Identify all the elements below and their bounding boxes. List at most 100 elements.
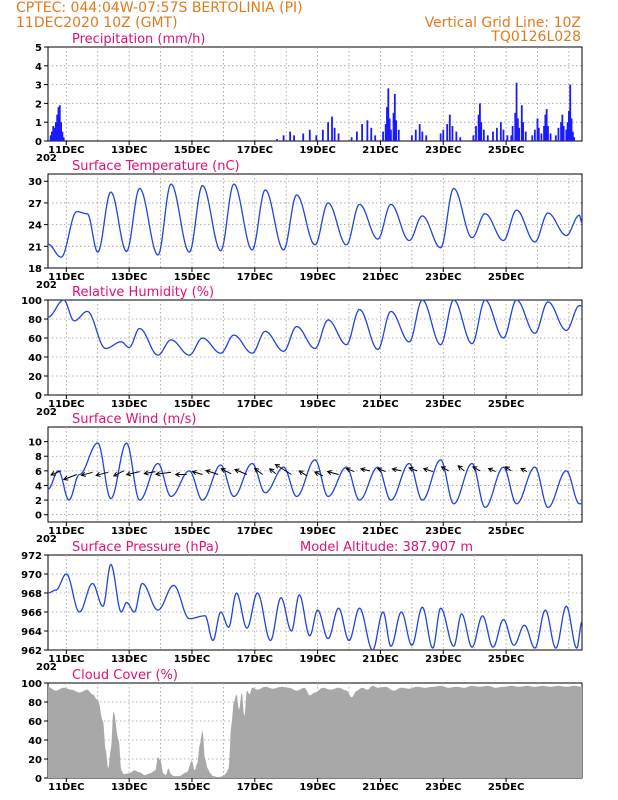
wind-arrow xyxy=(505,466,512,472)
cloud-xtick-label: 13DEC xyxy=(111,782,147,793)
wind-arrow-head xyxy=(440,466,447,471)
temp-xtick-label: 11DEC xyxy=(48,272,84,283)
precip-bar xyxy=(455,131,458,141)
wind-frame xyxy=(47,426,583,523)
precip-bar xyxy=(58,105,61,141)
pressure-xtick-label: 13DEC xyxy=(111,654,147,665)
precip-bar xyxy=(472,135,475,141)
pressure-ytick-label: 970 xyxy=(21,570,42,581)
wind-arrow-head xyxy=(233,468,240,474)
precip-bar xyxy=(502,129,505,141)
precip-bar xyxy=(459,137,462,141)
precip-bar xyxy=(499,122,502,141)
rh-xtick-label: 17DEC xyxy=(237,399,273,410)
temp-xtick-label: 13DEC xyxy=(111,272,147,283)
cloud-xtick-label: 17DEC xyxy=(237,782,273,793)
pressure-ytick-label: 972 xyxy=(21,551,42,562)
cloud-xtick-label: 25DEC xyxy=(488,782,524,793)
precip-bar xyxy=(386,107,388,141)
precip-bar xyxy=(524,131,527,141)
wind-arrow xyxy=(457,465,465,472)
header-grid-note: Vertical Grid Line: 10Z xyxy=(424,15,581,31)
precip-bar xyxy=(321,129,324,141)
wind-arrow-head xyxy=(50,471,56,476)
wind-title: Surface Wind (m/s) xyxy=(72,412,196,427)
pressure-ytick-label: 968 xyxy=(21,589,42,600)
header-datetime: 11DEC2020 10Z (GMT) xyxy=(16,15,178,31)
precip-bar xyxy=(52,125,55,141)
precip-bar xyxy=(331,116,333,141)
cloud-xtick-label: 21DEC xyxy=(362,782,398,793)
precip-xtick-label: 25DEC xyxy=(488,145,524,156)
wind-arrow-head xyxy=(408,466,414,472)
precip-bar xyxy=(60,122,62,141)
precip-bar xyxy=(522,122,525,141)
pressure-xtick-label: 17DEC xyxy=(237,654,273,665)
precip-bar xyxy=(520,105,523,141)
precip-bar xyxy=(289,131,292,141)
precip-bar xyxy=(439,133,442,141)
cloud-xtick-label: 11DEC xyxy=(48,782,84,793)
wind-ytick-label: 6 xyxy=(35,467,42,478)
wind-arrow xyxy=(192,471,203,475)
precip-bar xyxy=(395,120,398,141)
precip-ytick-label: 2 xyxy=(35,99,42,110)
wind-arrow xyxy=(392,468,402,472)
temp-ytick-label: 21 xyxy=(28,242,42,253)
wind-arrow-head xyxy=(205,469,211,475)
wind-arrow xyxy=(327,471,339,475)
rh-frame xyxy=(47,299,583,396)
precip-bar xyxy=(53,127,56,141)
wind-arrow xyxy=(520,468,528,473)
wind-xtick-label: 21DEC xyxy=(362,526,398,537)
cloud-area xyxy=(48,685,582,778)
precip-bar xyxy=(54,122,57,141)
temp-line xyxy=(47,183,583,258)
rh-year-suffix: 202 xyxy=(36,407,57,418)
precip-bar xyxy=(293,135,295,141)
wind-arrow xyxy=(441,466,449,472)
precip-xtick-label: 13DEC xyxy=(111,145,147,156)
wind-arrow-head xyxy=(112,471,119,477)
rh-ytick-label: 100 xyxy=(21,296,42,307)
precip-bar xyxy=(486,135,489,141)
rh-xtick-label: 15DEC xyxy=(174,399,210,410)
precip-bar xyxy=(282,135,285,141)
precip-bar xyxy=(56,114,59,141)
pressure-xtick-label: 21DEC xyxy=(362,654,398,665)
wind-arrow-head xyxy=(95,471,101,477)
temp-frame xyxy=(47,173,583,269)
precip-bar xyxy=(374,135,377,141)
wind-arrow xyxy=(408,467,418,472)
precip-bar xyxy=(573,137,576,141)
precip-year-suffix: 202 xyxy=(36,153,57,164)
wind-arrow xyxy=(81,471,93,476)
header-station: CPTEC: 044:04W-07:57S BERTOLINIA (PI) xyxy=(16,0,303,16)
precip-bar xyxy=(410,135,413,141)
precip-bar xyxy=(302,133,305,141)
precip-bar xyxy=(516,118,519,141)
rh-ytick-label: 60 xyxy=(28,334,42,345)
rh-ytick-label: 80 xyxy=(28,315,42,326)
precip-bar xyxy=(57,107,60,141)
temp-year-suffix: 202 xyxy=(36,280,57,291)
precip-bar xyxy=(545,109,548,141)
precip-bar xyxy=(518,127,521,141)
precip-bar xyxy=(327,122,329,141)
wind-arrow-head xyxy=(154,471,161,477)
temp-xtick-label: 23DEC xyxy=(425,272,461,283)
precip-bar xyxy=(276,139,278,141)
temp-ytick-label: 24 xyxy=(28,221,42,232)
precip-bar xyxy=(414,129,417,141)
precip-title: Precipitation (mm/h) xyxy=(72,32,205,47)
wind-year-suffix: 202 xyxy=(36,534,57,545)
precip-ytick-label: 0 xyxy=(35,137,42,148)
precip-xtick-label: 21DEC xyxy=(362,145,398,156)
precip-ytick-label: 3 xyxy=(35,81,42,92)
precip-bar xyxy=(569,84,572,141)
precip-bar xyxy=(479,103,481,141)
wind-arrow xyxy=(113,470,125,477)
temp-ytick-label: 30 xyxy=(28,177,42,188)
temp-xtick-label: 15DEC xyxy=(174,272,210,283)
wind-arrow-head xyxy=(268,468,275,474)
